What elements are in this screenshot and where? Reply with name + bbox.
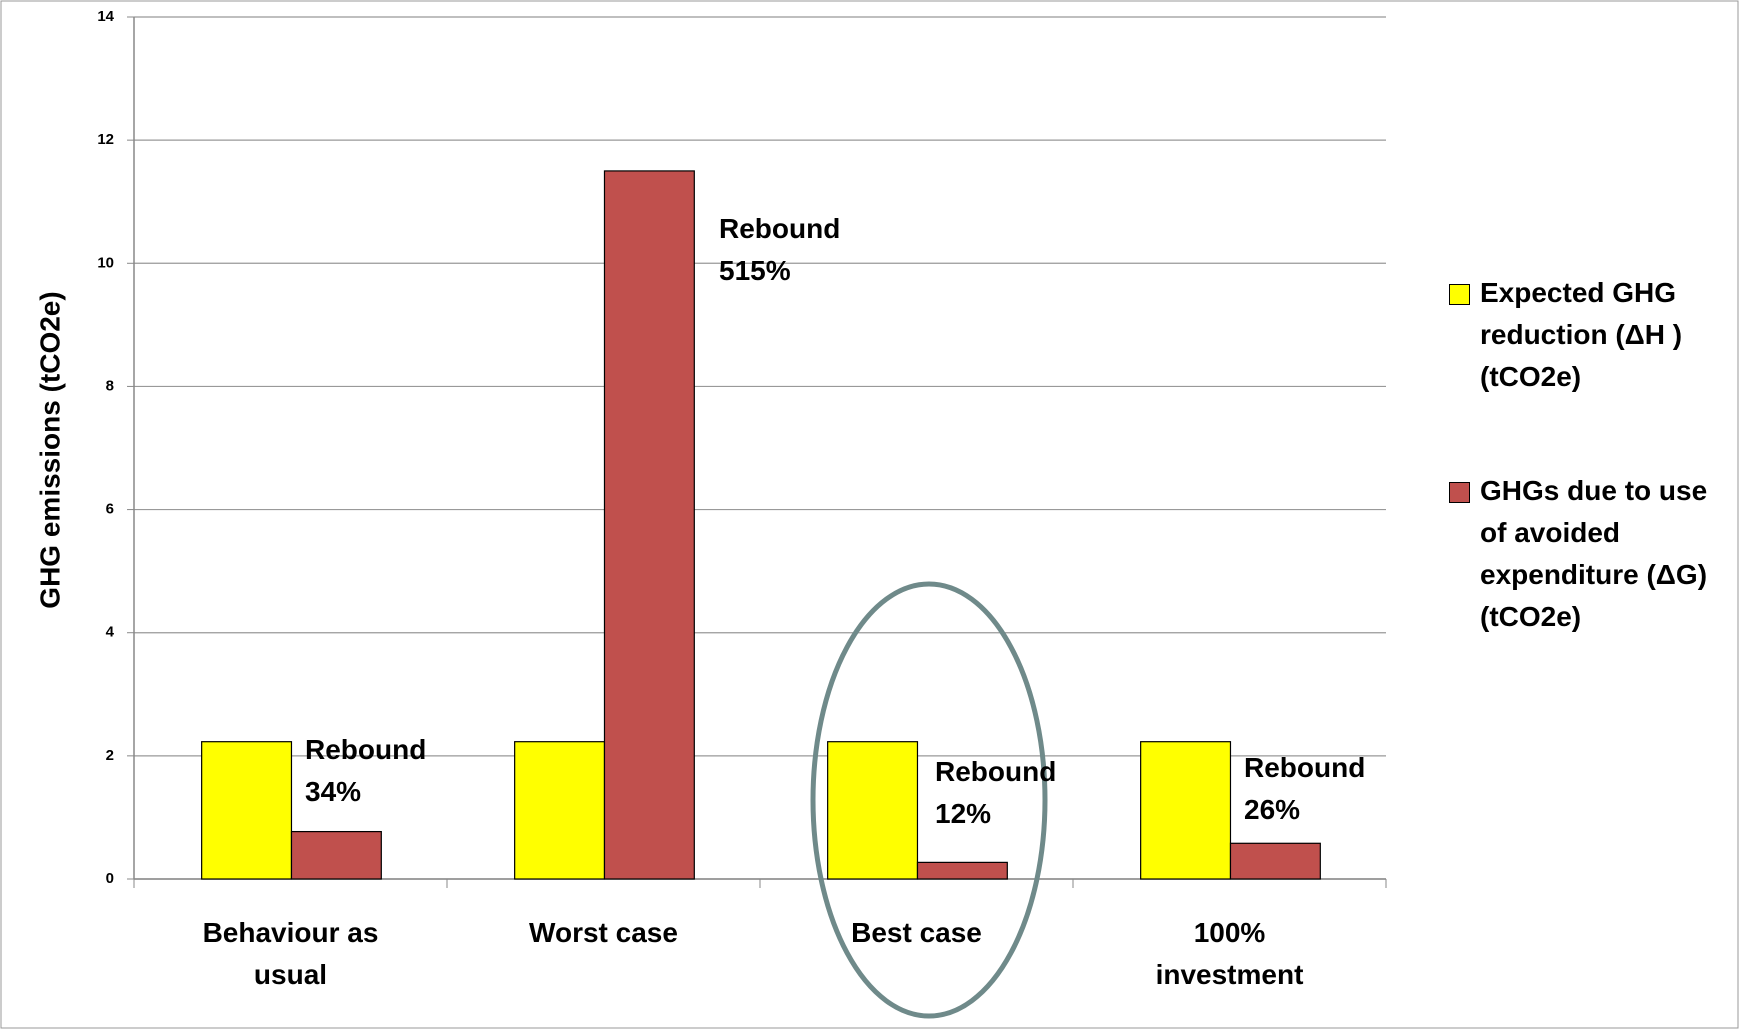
legend-label: Expected GHG reduction (ΔH ) (tCO2e) <box>1480 277 1683 392</box>
x-tick-label: Best case <box>851 917 982 948</box>
y-tick-label: 4 <box>106 624 115 641</box>
annotation: Rebound 26% <box>1244 752 1366 825</box>
y-tick-label: 8 <box>106 377 114 394</box>
legend-swatch <box>1449 284 1470 305</box>
bar <box>827 741 919 880</box>
bar <box>603 170 695 880</box>
legend-swatch <box>1449 482 1470 503</box>
x-tick-label: Behaviour as usual <box>202 917 379 990</box>
bar <box>1229 842 1321 880</box>
y-tick-label: 2 <box>106 747 114 764</box>
y-tick-label: 14 <box>97 8 114 25</box>
y-tick-label: 6 <box>106 501 114 518</box>
bar <box>201 741 293 880</box>
annotation: Rebound 12% <box>935 756 1057 829</box>
x-tick-label: Worst case <box>529 917 678 948</box>
annotation: Rebound 515% <box>719 213 841 286</box>
bar <box>916 861 1008 880</box>
bar <box>290 830 382 880</box>
x-tick-label: 100% investment <box>1155 917 1304 990</box>
bar <box>514 741 606 880</box>
y-tick-label: 0 <box>106 870 114 887</box>
legend-label: GHGs due to use of avoided expenditure (… <box>1480 475 1708 632</box>
y-axis-title: GHG emissions (tCO2e) <box>34 291 65 608</box>
y-tick-label: 10 <box>97 254 114 271</box>
y-tick-label: 12 <box>97 131 114 148</box>
bar <box>1140 741 1232 880</box>
highlight-ellipse <box>810 581 1048 1019</box>
annotation: Rebound 34% <box>305 734 427 807</box>
